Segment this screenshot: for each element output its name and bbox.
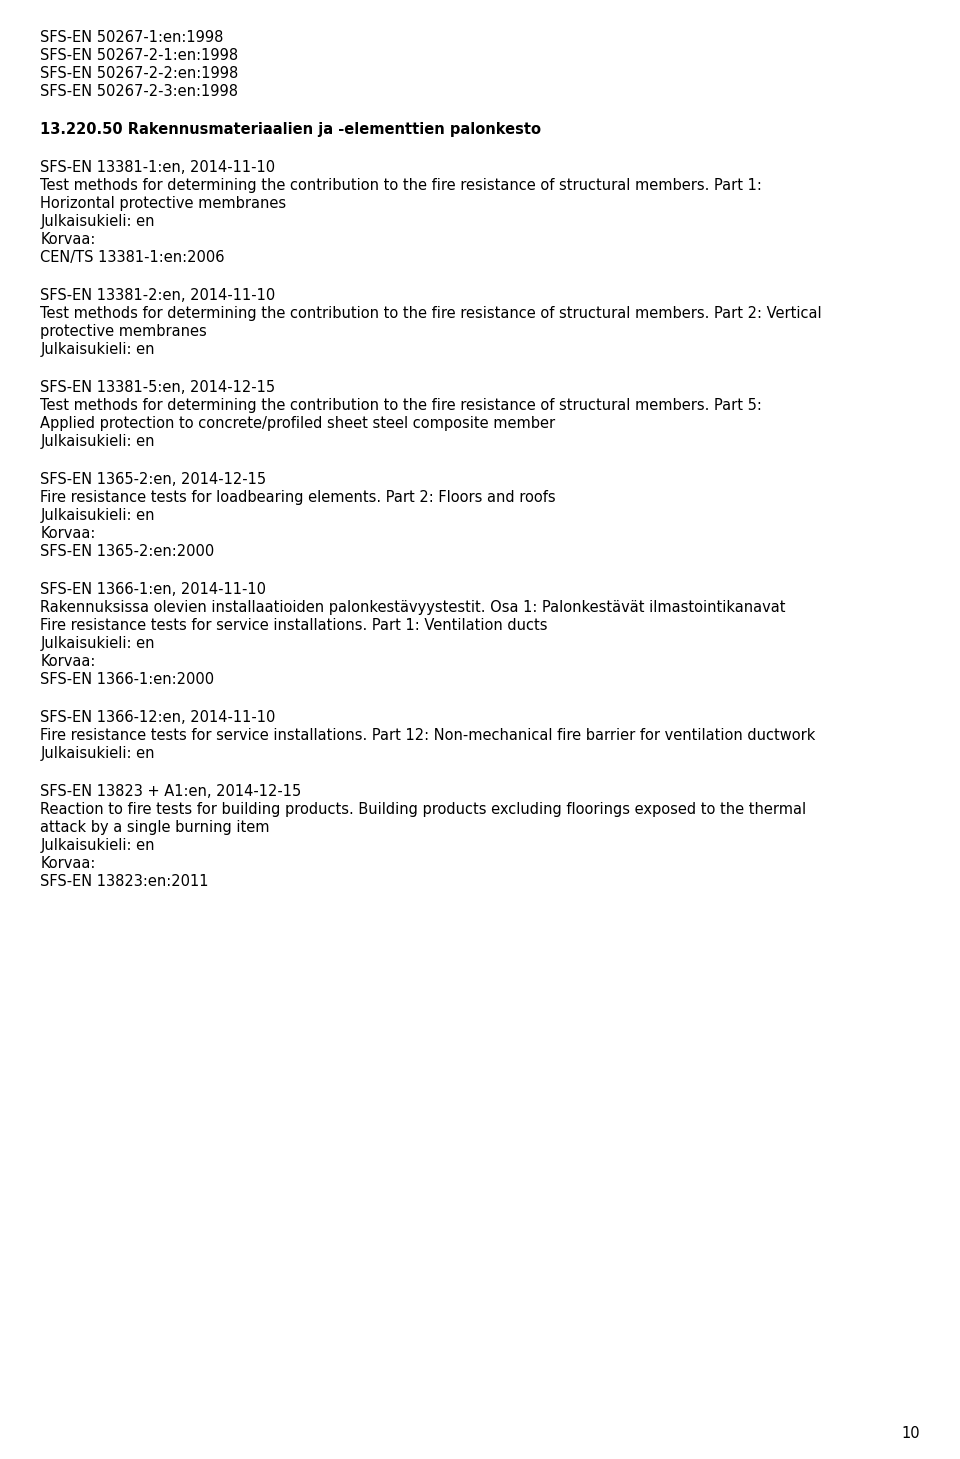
Text: SFS-EN 1365-2:en, 2014-12-15: SFS-EN 1365-2:en, 2014-12-15 bbox=[40, 473, 267, 487]
Text: SFS-EN 1366-12:en, 2014-11-10: SFS-EN 1366-12:en, 2014-11-10 bbox=[40, 711, 276, 725]
Text: Korvaa:: Korvaa: bbox=[40, 654, 96, 670]
Text: SFS-EN 13823 + A1:en, 2014-12-15: SFS-EN 13823 + A1:en, 2014-12-15 bbox=[40, 783, 301, 800]
Text: SFS-EN 13381-2:en, 2014-11-10: SFS-EN 13381-2:en, 2014-11-10 bbox=[40, 287, 276, 303]
Text: Korvaa:: Korvaa: bbox=[40, 527, 96, 541]
Text: Julkaisukieli: en: Julkaisukieli: en bbox=[40, 433, 155, 449]
Text: 10: 10 bbox=[901, 1425, 920, 1441]
Text: Reaction to fire tests for building products. Building products excluding floori: Reaction to fire tests for building prod… bbox=[40, 802, 806, 817]
Text: SFS-EN 50267-1:en:1998: SFS-EN 50267-1:en:1998 bbox=[40, 31, 224, 45]
Text: Horizontal protective membranes: Horizontal protective membranes bbox=[40, 196, 286, 212]
Text: SFS-EN 13381-1:en, 2014-11-10: SFS-EN 13381-1:en, 2014-11-10 bbox=[40, 160, 276, 175]
Text: Fire resistance tests for loadbearing elements. Part 2: Floors and roofs: Fire resistance tests for loadbearing el… bbox=[40, 490, 556, 505]
Text: SFS-EN 13381-5:en, 2014-12-15: SFS-EN 13381-5:en, 2014-12-15 bbox=[40, 379, 276, 395]
Text: Rakennuksissa olevien installaatioiden palonkestävyystestit. Osa 1: Palonkestävä: Rakennuksissa olevien installaatioiden p… bbox=[40, 600, 786, 616]
Text: SFS-EN 50267-2-2:en:1998: SFS-EN 50267-2-2:en:1998 bbox=[40, 66, 239, 82]
Text: Julkaisukieli: en: Julkaisukieli: en bbox=[40, 746, 155, 762]
Text: attack by a single burning item: attack by a single burning item bbox=[40, 820, 270, 835]
Text: SFS-EN 13823:en:2011: SFS-EN 13823:en:2011 bbox=[40, 874, 209, 889]
Text: Julkaisukieli: en: Julkaisukieli: en bbox=[40, 636, 155, 651]
Text: SFS-EN 1366-1:en:2000: SFS-EN 1366-1:en:2000 bbox=[40, 673, 214, 687]
Text: protective membranes: protective membranes bbox=[40, 324, 207, 338]
Text: Fire resistance tests for service installations. Part 12: Non-mechanical fire ba: Fire resistance tests for service instal… bbox=[40, 728, 816, 743]
Text: SFS-EN 50267-2-3:en:1998: SFS-EN 50267-2-3:en:1998 bbox=[40, 85, 238, 99]
Text: Applied protection to concrete/profiled sheet steel composite member: Applied protection to concrete/profiled … bbox=[40, 416, 556, 430]
Text: SFS-EN 1366-1:en, 2014-11-10: SFS-EN 1366-1:en, 2014-11-10 bbox=[40, 582, 266, 597]
Text: Julkaisukieli: en: Julkaisukieli: en bbox=[40, 214, 155, 229]
Text: Fire resistance tests for service installations. Part 1: Ventilation ducts: Fire resistance tests for service instal… bbox=[40, 619, 548, 633]
Text: SFS-EN 1365-2:en:2000: SFS-EN 1365-2:en:2000 bbox=[40, 544, 215, 559]
Text: Test methods for determining the contribution to the fire resistance of structur: Test methods for determining the contrib… bbox=[40, 178, 762, 193]
Text: CEN/TS 13381-1:en:2006: CEN/TS 13381-1:en:2006 bbox=[40, 249, 225, 266]
Text: Julkaisukieli: en: Julkaisukieli: en bbox=[40, 837, 155, 854]
Text: 13.220.50 Rakennusmateriaalien ja -elementtien palonkesto: 13.220.50 Rakennusmateriaalien ja -eleme… bbox=[40, 123, 541, 137]
Text: Test methods for determining the contribution to the fire resistance of structur: Test methods for determining the contrib… bbox=[40, 398, 762, 413]
Text: Korvaa:: Korvaa: bbox=[40, 856, 96, 871]
Text: SFS-EN 50267-2-1:en:1998: SFS-EN 50267-2-1:en:1998 bbox=[40, 48, 238, 63]
Text: Korvaa:: Korvaa: bbox=[40, 232, 96, 247]
Text: Julkaisukieli: en: Julkaisukieli: en bbox=[40, 341, 155, 357]
Text: Julkaisukieli: en: Julkaisukieli: en bbox=[40, 508, 155, 522]
Text: Test methods for determining the contribution to the fire resistance of structur: Test methods for determining the contrib… bbox=[40, 306, 822, 321]
